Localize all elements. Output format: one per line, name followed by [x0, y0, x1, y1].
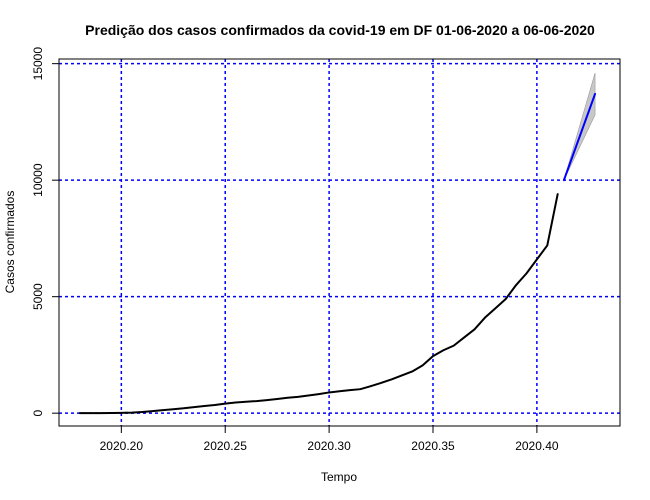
- x-axis-label: Tempo: [321, 470, 357, 484]
- y-tick-label: 10000: [31, 163, 45, 197]
- y-axis-label: Casos confirmados: [3, 191, 17, 294]
- series-lines: [78, 92, 597, 415]
- grid-lines: [59, 59, 620, 426]
- y-tick-label: 0: [31, 410, 45, 417]
- y-tick-label: 5000: [31, 283, 45, 310]
- observed-line: [78, 193, 559, 415]
- x-tick-label: 2020.30: [307, 439, 351, 453]
- x-tick-label: 2020.35: [411, 439, 455, 453]
- chart-title: Predição dos casos confirmados da covid-…: [85, 22, 595, 38]
- y-axis: 0 5000 10000 15000: [31, 47, 59, 417]
- x-axis: 2020.20 2020.25 2020.30 2020.35 2020.40: [100, 426, 559, 453]
- x-tick-label: 2020.25: [204, 439, 248, 453]
- plot-frame: [58, 58, 621, 427]
- forecast-line: [562, 92, 597, 182]
- y-tick-label: 15000: [31, 47, 45, 81]
- x-tick-label: 2020.20: [100, 439, 144, 453]
- x-tick-label: 2020.40: [515, 439, 559, 453]
